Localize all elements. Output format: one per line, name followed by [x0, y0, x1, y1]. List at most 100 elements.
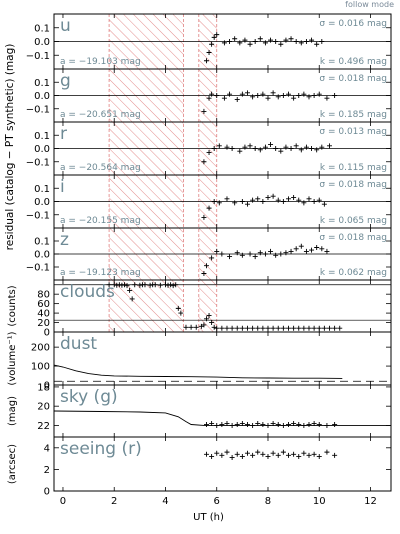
- data-point-r: [288, 146, 294, 151]
- data-point-z: [303, 248, 309, 254]
- y-tick-label: 0.0: [34, 197, 50, 208]
- data-point-i: [311, 199, 317, 204]
- y-tick-label: 0.1: [34, 23, 50, 34]
- data-point-clouds: [116, 282, 122, 288]
- data-point-g: [301, 91, 307, 97]
- data-point-clouds: [142, 282, 148, 288]
- x-tick-label: 2: [111, 496, 117, 507]
- data-point-r: [268, 142, 274, 148]
- data-point-sky: [244, 421, 250, 427]
- series-line-dust: [53, 364, 343, 379]
- data-point-r: [224, 144, 230, 150]
- data-point-i: [206, 205, 212, 211]
- data-point-u: [293, 39, 299, 44]
- data-point-sky: [311, 421, 317, 427]
- y-axis-label-dust: (volume⁻¹): [7, 331, 18, 385]
- y-tick-label: 60: [37, 299, 50, 310]
- hatched-region: [198, 14, 217, 332]
- data-point-clouds: [203, 316, 209, 322]
- data-point-clouds: [239, 325, 245, 331]
- data-point-z: [273, 252, 279, 258]
- data-point-clouds: [214, 325, 220, 331]
- data-point-r: [252, 146, 258, 151]
- data-point-seeing: [203, 451, 209, 457]
- data-point-clouds: [106, 282, 112, 288]
- data-point-i: [224, 196, 230, 202]
- data-point-clouds: [250, 325, 256, 331]
- y-tick-label: 0.1: [34, 184, 50, 195]
- data-point-sky: [214, 422, 220, 428]
- data-point-clouds: [311, 325, 317, 331]
- panel-label-dust: dust: [60, 334, 97, 354]
- data-point-g: [316, 91, 322, 97]
- panel-label-i: i: [60, 177, 65, 197]
- data-point-g: [285, 91, 291, 97]
- k-label: k = 0.185 mag: [320, 110, 387, 120]
- data-point-seeing: [239, 453, 245, 459]
- x-tick-label: 8: [265, 496, 271, 507]
- data-point-r: [211, 146, 217, 151]
- data-point-u: [303, 39, 309, 44]
- data-point-i: [280, 199, 286, 204]
- data-point-clouds: [219, 325, 225, 331]
- data-point-g: [306, 94, 312, 100]
- data-point-i: [285, 196, 291, 202]
- data-point-u: [232, 36, 238, 42]
- panel-label-z: z: [60, 230, 69, 250]
- data-point-clouds: [121, 282, 127, 288]
- data-point-sky: [291, 421, 297, 427]
- data-point-clouds: [119, 282, 125, 288]
- data-point-clouds: [157, 282, 163, 288]
- data-point-u: [283, 37, 289, 43]
- data-point-clouds: [296, 325, 302, 331]
- data-point-g: [221, 95, 227, 101]
- data-point-clouds: [152, 282, 158, 288]
- data-point-g: [260, 91, 266, 97]
- data-point-seeing: [234, 451, 240, 457]
- data-point-seeing: [291, 451, 297, 457]
- data-point-i: [244, 201, 250, 207]
- data-point-clouds: [224, 325, 230, 331]
- data-point-i: [211, 199, 217, 204]
- data-point-u: [237, 40, 243, 46]
- data-point-g: [265, 95, 271, 101]
- data-point-z: [262, 251, 268, 257]
- data-point-clouds: [306, 325, 312, 331]
- data-point-z: [234, 250, 240, 256]
- data-point-seeing: [280, 449, 286, 455]
- y-tick-label: 0.1: [34, 78, 50, 89]
- data-point-r: [257, 147, 263, 153]
- panel-label-r: r: [60, 124, 67, 144]
- data-point-g: [270, 90, 276, 96]
- data-point-g: [324, 95, 330, 101]
- data-point-clouds: [173, 282, 179, 288]
- y-tick-label: 2: [44, 465, 50, 476]
- data-point-z: [293, 246, 299, 252]
- data-point-clouds: [265, 325, 271, 331]
- y-tick-label: 0.0: [34, 250, 50, 261]
- data-point-r: [283, 144, 289, 150]
- data-point-z: [214, 248, 220, 254]
- data-point-sky: [332, 421, 338, 427]
- data-point-z: [309, 247, 315, 253]
- data-point-i: [216, 200, 222, 206]
- data-point-clouds: [114, 282, 120, 288]
- data-point-u: [242, 37, 248, 43]
- sigma-label: σ = 0.018 mag: [319, 74, 387, 84]
- data-point-r: [278, 148, 284, 154]
- data-point-sky: [203, 421, 209, 427]
- data-point-r: [237, 148, 243, 154]
- y-axis-label-seeing: (arcsec): [7, 444, 18, 484]
- y-tick-label: 100: [31, 362, 50, 373]
- data-point-clouds: [326, 325, 332, 331]
- data-point-clouds: [211, 324, 217, 330]
- data-point-i: [306, 196, 312, 202]
- data-point-u: [252, 39, 258, 44]
- data-point-u: [257, 36, 263, 42]
- y-tick-label: 0: [44, 328, 50, 339]
- data-point-sky: [306, 421, 312, 427]
- data-point-clouds: [178, 310, 184, 316]
- data-point-seeing: [296, 453, 302, 459]
- data-point-r: [216, 143, 222, 149]
- data-point-u: [209, 41, 215, 47]
